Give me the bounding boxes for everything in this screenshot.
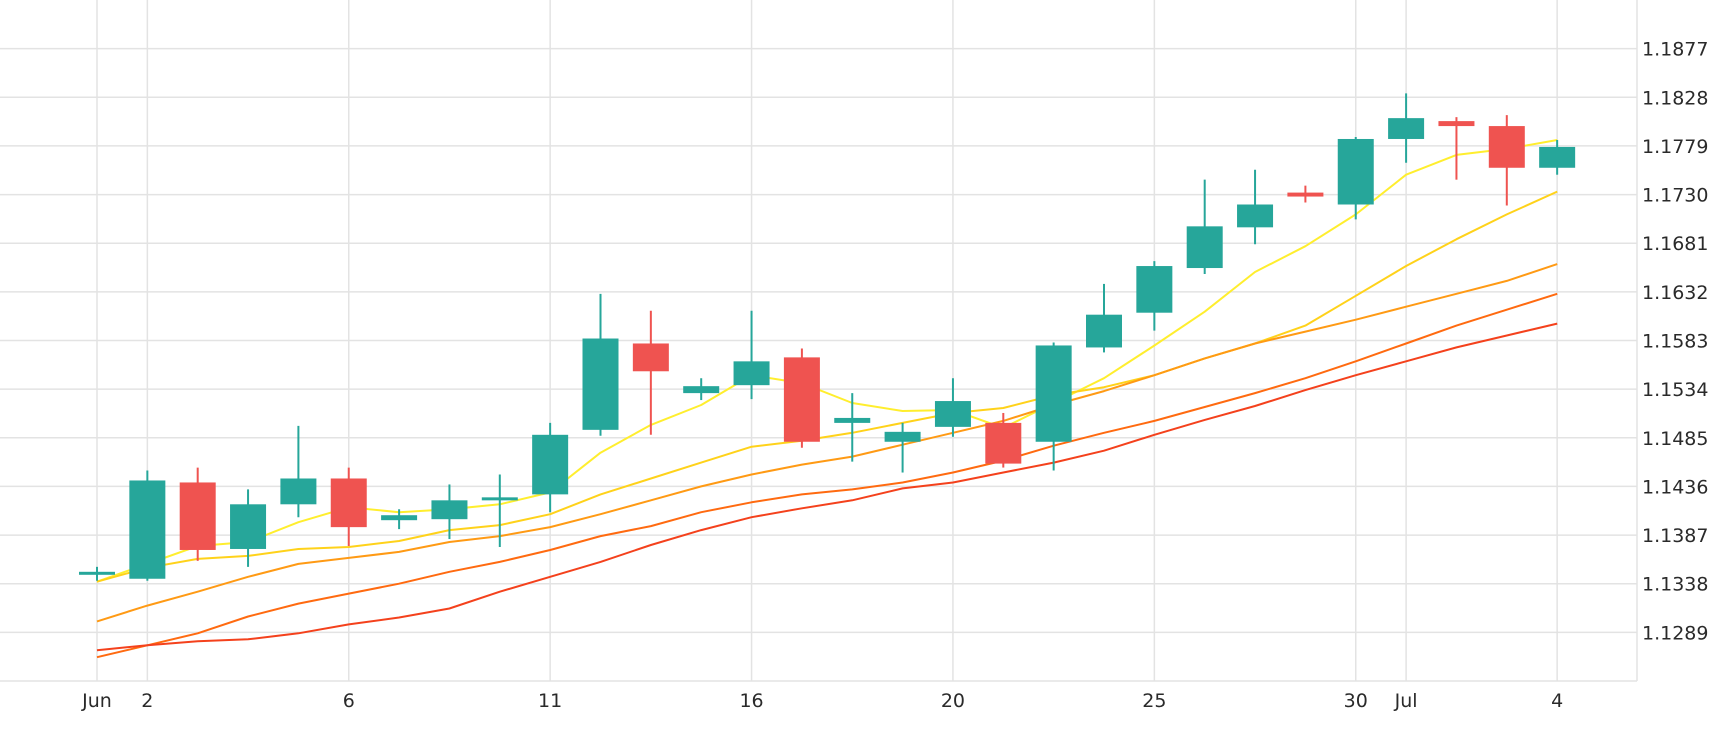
candle-body <box>1337 138 1374 205</box>
y-tick-label: 1.1534 <box>1642 379 1708 401</box>
candle-body <box>1186 226 1223 269</box>
x-tick-label: 2 <box>141 690 153 712</box>
moving-average-line-5 <box>96 322 1558 652</box>
candle-body <box>733 361 770 386</box>
x-tick-label: Jun <box>81 690 112 712</box>
moving-average-line-3 <box>96 263 1558 623</box>
candle-up <box>481 474 518 547</box>
y-tick-label: 1.1338 <box>1642 574 1708 596</box>
candle-body <box>783 357 820 442</box>
x-tick-label: 11 <box>538 690 562 712</box>
grid-layer <box>0 0 1638 682</box>
x-axis-labels: Jun 2 6 11 16 20 25 30 Jul 4 <box>81 690 1563 712</box>
candle-body <box>1287 192 1324 197</box>
candle-up <box>1086 283 1122 353</box>
candle-body <box>1388 118 1425 139</box>
x-tick-label: 4 <box>1551 690 1563 712</box>
candle-body <box>683 386 720 394</box>
candle-body <box>431 500 468 520</box>
candle-up <box>733 310 770 400</box>
candle-up <box>884 422 921 473</box>
x-tick-label: Jul <box>1394 690 1418 712</box>
moving-average-line-2 <box>96 190 1558 583</box>
x-tick-label: 25 <box>1142 690 1166 712</box>
x-tick-label: 30 <box>1344 690 1368 712</box>
candle-down <box>783 348 820 448</box>
candle-body <box>381 515 418 521</box>
candle-up <box>934 378 971 437</box>
candle-down <box>632 310 669 435</box>
y-tick-label: 1.1681 <box>1642 233 1708 255</box>
candle-body <box>934 401 971 427</box>
candle-body <box>280 478 317 505</box>
candle-down <box>985 412 1022 468</box>
candle-up <box>129 470 166 581</box>
candle-up <box>683 378 720 401</box>
candle-body <box>1539 146 1576 168</box>
x-tick-label: 6 <box>343 690 355 712</box>
moving-average-line-4 <box>96 292 1558 659</box>
candle-up <box>834 393 871 462</box>
candle-down <box>1488 115 1525 206</box>
candle-body <box>834 417 871 423</box>
candle-body <box>230 504 267 549</box>
candle-down <box>1438 117 1475 180</box>
candle-body <box>79 571 115 575</box>
candle-body <box>179 482 216 550</box>
y-tick-label: 1.1877 <box>1642 39 1708 61</box>
candle-body <box>1488 126 1525 168</box>
y-tick-label: 1.1583 <box>1642 331 1708 353</box>
x-tick-label: 20 <box>941 690 965 712</box>
candle-body <box>330 478 367 528</box>
y-tick-label: 1.1730 <box>1642 185 1708 207</box>
candle-body <box>1136 266 1173 313</box>
candle-body <box>1438 121 1475 127</box>
candle-body <box>1035 345 1072 442</box>
y-axis-labels: 1.1289 1.1338 1.1387 1.1436 1.1485 1.1534 1.15… <box>1642 39 1708 645</box>
y-tick-label: 1.1828 <box>1642 87 1708 109</box>
y-tick-label: 1.1485 <box>1642 428 1708 450</box>
candle-body <box>985 422 1022 464</box>
candle-up <box>230 489 267 567</box>
candle-body <box>884 431 921 442</box>
candle-up <box>532 422 569 513</box>
candle-up <box>582 293 619 436</box>
candle-down <box>179 467 216 561</box>
y-tick-label: 1.1289 <box>1642 622 1708 644</box>
candle-body <box>129 480 166 579</box>
candle-up <box>1539 139 1576 175</box>
candle-body <box>582 338 619 430</box>
candle-body <box>632 343 669 372</box>
candle-down <box>330 467 367 546</box>
candle-up <box>431 484 468 540</box>
candle-up <box>1035 342 1072 471</box>
x-tick-label: 16 <box>739 690 763 712</box>
candle-body <box>1086 314 1122 348</box>
y-tick-label: 1.1387 <box>1642 525 1708 547</box>
candle-up <box>381 509 418 530</box>
moving-average-line-1 <box>96 139 1558 583</box>
candle-body <box>481 497 518 501</box>
moving-average-layer <box>96 139 1558 659</box>
candle-layer <box>79 93 1576 581</box>
candle-up <box>280 425 317 518</box>
candle-up <box>1337 136 1374 220</box>
candle-up <box>1136 261 1173 331</box>
candle-down <box>1287 185 1324 203</box>
candle-body <box>1237 204 1274 228</box>
y-tick-label: 1.1632 <box>1642 282 1708 304</box>
candle-up <box>79 566 115 581</box>
candle-up <box>1237 169 1274 245</box>
y-tick-label: 1.1436 <box>1642 476 1708 498</box>
candle-body <box>532 434 569 495</box>
y-tick-label: 1.1779 <box>1642 136 1708 158</box>
candle-up <box>1388 93 1425 163</box>
candle-up <box>1186 179 1223 274</box>
